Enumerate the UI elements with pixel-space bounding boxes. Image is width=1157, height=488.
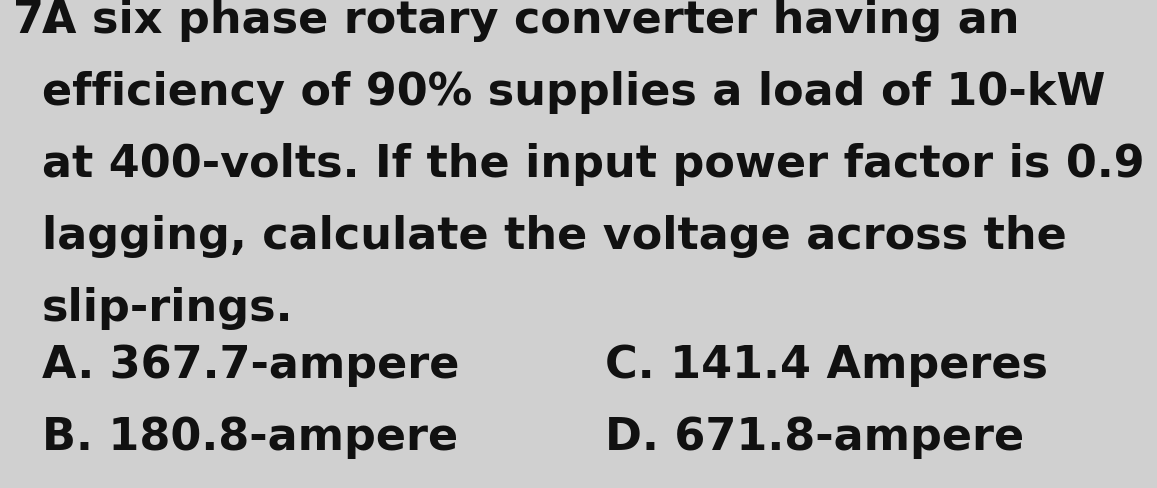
Text: A. 367.7-ampere: A. 367.7-ampere xyxy=(42,344,459,387)
Text: 7.: 7. xyxy=(13,0,61,42)
Text: at 400-volts. If the input power factor is 0.9: at 400-volts. If the input power factor … xyxy=(42,143,1144,186)
Text: C. 141.4 Amperes: C. 141.4 Amperes xyxy=(605,344,1048,387)
Text: slip-rings.: slip-rings. xyxy=(42,287,294,330)
Text: B. 180.8-ampere: B. 180.8-ampere xyxy=(42,416,458,459)
Text: lagging, calculate the voltage across the: lagging, calculate the voltage across th… xyxy=(42,215,1067,258)
Text: A six phase rotary converter having an: A six phase rotary converter having an xyxy=(42,0,1019,42)
Text: efficiency of 90% supplies a load of 10-kW: efficiency of 90% supplies a load of 10-… xyxy=(42,71,1105,114)
Text: D. 671.8-ampere: D. 671.8-ampere xyxy=(605,416,1024,459)
